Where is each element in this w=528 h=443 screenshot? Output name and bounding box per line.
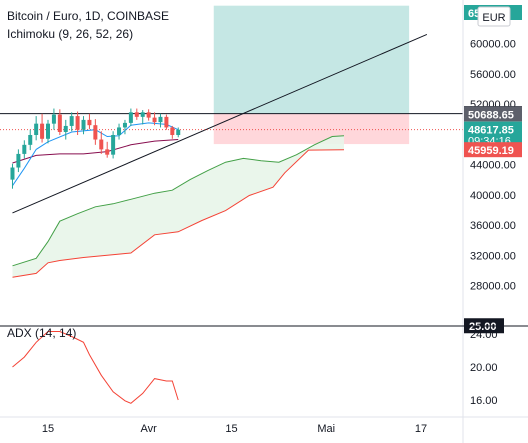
- stop-zone: [213, 113, 410, 145]
- candle-body: [75, 116, 80, 130]
- time-tick-label: 15: [42, 423, 54, 435]
- candle-body: [158, 116, 163, 123]
- adx-line: [12, 331, 179, 404]
- time-tick-label: Mai: [317, 423, 335, 435]
- candle-body: [128, 112, 133, 123]
- candle-body: [176, 129, 181, 136]
- candle-body: [99, 139, 104, 150]
- candle-body: [146, 112, 151, 118]
- base-line: [12, 139, 179, 164]
- candle-body: [57, 114, 62, 132]
- leading-span-a-line: [12, 135, 345, 267]
- price-tag-label: 50688.65: [468, 109, 514, 121]
- price-tag-label: 48617.85: [468, 125, 514, 137]
- target-zone: [213, 5, 410, 114]
- ichimoku-cloud: [12, 135, 344, 278]
- price-tick-label: 40000.00: [470, 190, 516, 202]
- candle-body: [81, 119, 86, 130]
- chart-title: Bitcoin / Euro, 1D, COINBASE: [7, 9, 169, 23]
- currency-button[interactable]: EUR: [477, 6, 511, 27]
- currency-label: EUR: [482, 12, 505, 24]
- leading-span-b-line: [12, 149, 345, 278]
- candle-body: [117, 127, 122, 136]
- price-tick-label: 56000.00: [470, 69, 516, 81]
- candle-body: [34, 123, 39, 136]
- price-tick-label: 28000.00: [470, 281, 516, 293]
- price-tag-label: 45959.19: [468, 145, 514, 157]
- candle-body: [87, 119, 92, 126]
- candle-body: [46, 123, 50, 139]
- chart-legend: Bitcoin / Euro, 1D, COINBASE Ichimoku (9…: [7, 9, 169, 340]
- candle-body: [22, 144, 27, 154]
- time-axis: 15 Avr 15 Mai 17: [0, 416, 528, 435]
- time-tick-label: 17: [415, 423, 427, 435]
- candle-body: [140, 112, 145, 117]
- candle-body: [93, 125, 98, 140]
- adx-tick-label: 20.00: [470, 362, 498, 374]
- price-tick-label: 60000.00: [470, 39, 516, 51]
- adx-tag-label: 25.00: [469, 321, 497, 333]
- candle-body: [69, 116, 74, 126]
- candle-body: [111, 135, 116, 155]
- candle-body: [63, 125, 68, 132]
- time-tick-label: Avr: [140, 423, 157, 435]
- candle-body: [134, 112, 139, 117]
- price-tick-label: 32000.00: [470, 250, 516, 262]
- candle-body: [164, 116, 169, 128]
- price-pane: [0, 5, 463, 278]
- candle-body: [170, 127, 175, 136]
- adx-tick-label: 16.00: [470, 395, 498, 407]
- price-tag-bg: [464, 142, 522, 158]
- top-price-tag-label: 65: [468, 8, 480, 20]
- trendline: [12, 33, 428, 214]
- adx-label: ADX (14, 14): [7, 326, 76, 340]
- candle-body: [10, 167, 15, 180]
- indicator-label: Ichimoku (9, 26, 52, 26): [7, 27, 133, 41]
- price-axis: 28000.00 32000.00 36000.00 40000.00 44000.00…: [462, 0, 522, 443]
- candle-body: [152, 117, 157, 123]
- candle-body: [40, 123, 45, 139]
- candle-body: [51, 114, 56, 124]
- candle-body: [28, 135, 33, 145]
- candle-body: [105, 149, 110, 155]
- adx-pane: [0, 326, 463, 404]
- candle-body: [122, 122, 127, 128]
- time-tick-label: 15: [225, 423, 237, 435]
- price-tick-label: 44000.00: [470, 160, 516, 172]
- candle-body: [16, 153, 21, 168]
- price-tick-label: 36000.00: [470, 220, 516, 232]
- price-tag-bg: [464, 106, 522, 122]
